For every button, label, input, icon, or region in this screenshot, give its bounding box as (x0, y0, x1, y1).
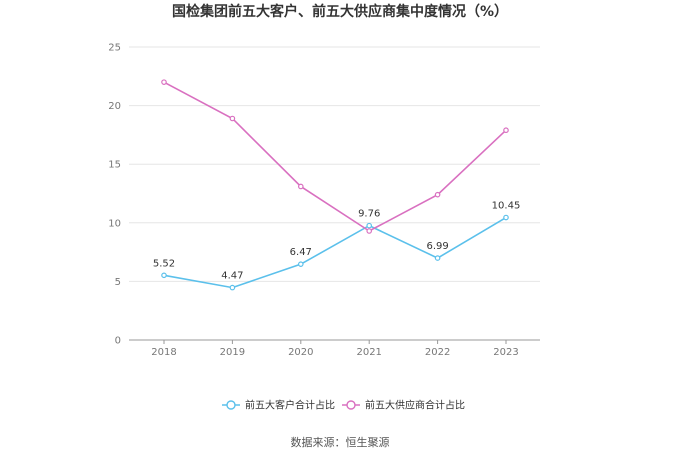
legend-label: 前五大供应商合计占比 (365, 399, 465, 412)
grid-lines (129, 46, 540, 282)
data-point (366, 222, 373, 229)
series-line (163, 81, 507, 232)
series-2 (161, 79, 509, 234)
x-tick-label: 2022 (425, 347, 450, 358)
data-point (434, 255, 441, 261)
data-point (161, 79, 167, 85)
chart-title: 国检集团前五大客户、前五大供应商集中度情况（%） (172, 3, 508, 20)
x-axis: 2018 2019 2020 2021 2022 2023 (129, 339, 540, 358)
y-tick-label: 20 (108, 101, 121, 112)
data-point (297, 183, 304, 190)
y-tick-label: 25 (108, 43, 121, 54)
data-label: 6.47 (290, 247, 312, 258)
y-tick-label: 10 (108, 218, 121, 229)
data-point (229, 284, 236, 291)
legend-label: 前五大客户合计占比 (245, 399, 335, 412)
data-label: 9.76 (358, 209, 380, 220)
legend-item-2: 前五大供应商合计占比 (342, 399, 465, 412)
y-tick-label: 0 (115, 336, 121, 347)
data-label: 6.99 (426, 241, 448, 252)
x-tick-label: 2018 (151, 347, 176, 358)
data-point (503, 214, 509, 221)
x-tick-label: 2020 (288, 347, 313, 358)
data-label: 4.47 (221, 271, 243, 282)
data-point (366, 228, 373, 234)
data-point (434, 191, 441, 198)
legend-item-1: 前五大客户合计占比 (222, 399, 335, 412)
legend: 前五大客户合计占比 前五大供应商合计占比 (222, 399, 465, 412)
data-point (297, 261, 304, 267)
data-label: 10.45 (492, 201, 521, 212)
y-axis: 0 5 10 15 20 25 (108, 43, 121, 347)
data-source: 数据来源：恒生聚源 (291, 435, 390, 449)
x-tick-label: 2019 (220, 347, 245, 358)
data-label: 5.52 (153, 258, 175, 269)
series-line (163, 216, 507, 289)
series-lines: 5.52 4.47 6.47 9.76 6.99 10.45 (153, 79, 521, 291)
data-point (229, 115, 236, 122)
y-tick-label: 5 (115, 277, 121, 288)
data-point (161, 272, 167, 279)
legend-marker (346, 400, 356, 410)
legend-marker (226, 400, 236, 410)
y-tick-label: 15 (108, 160, 121, 171)
data-point (503, 127, 509, 134)
series-1: 5.52 4.47 6.47 9.76 6.99 10.45 (153, 201, 521, 291)
x-tick-label: 2021 (356, 347, 381, 358)
x-tick-label: 2023 (493, 347, 518, 358)
